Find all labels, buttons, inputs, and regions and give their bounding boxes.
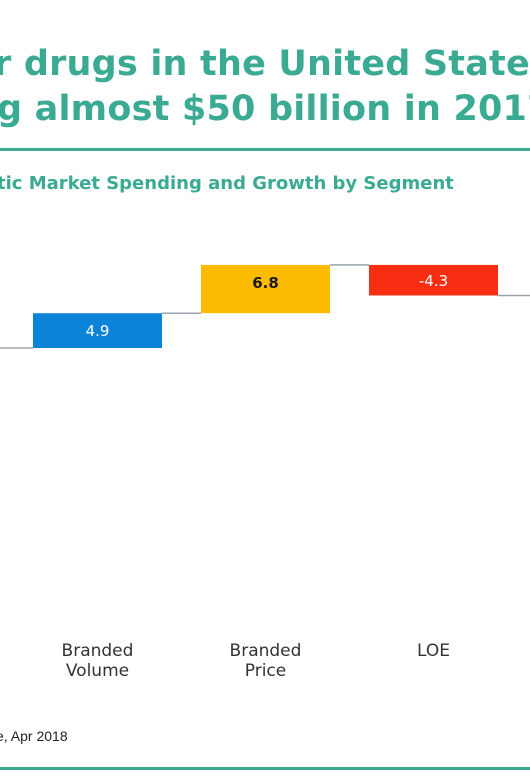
bar-value-label: 6.8 bbox=[252, 274, 279, 292]
category-label: Volume bbox=[66, 661, 129, 681]
category-label: Branded bbox=[230, 641, 302, 661]
headline-line-1: r drugs in the United States bbox=[0, 44, 530, 84]
category-label: Branded bbox=[62, 641, 134, 661]
category-label: Price bbox=[245, 661, 286, 681]
chart-subtitle: tic Market Spending and Growth by Segmen… bbox=[0, 173, 454, 194]
source-note: e, Apr 2018 bbox=[0, 728, 68, 744]
waterfall-bar bbox=[369, 264, 498, 296]
headline-line-2: g almost $50 billion in 2017 bbox=[0, 89, 530, 129]
bar-value-label: -4.3 bbox=[419, 272, 448, 290]
category-label: LOE bbox=[417, 641, 450, 661]
waterfall-bar bbox=[201, 264, 330, 314]
footer-divider bbox=[0, 767, 530, 770]
waterfall-bar bbox=[33, 313, 162, 348]
bar-value-label: 4.9 bbox=[86, 322, 110, 340]
header-divider bbox=[0, 148, 530, 151]
